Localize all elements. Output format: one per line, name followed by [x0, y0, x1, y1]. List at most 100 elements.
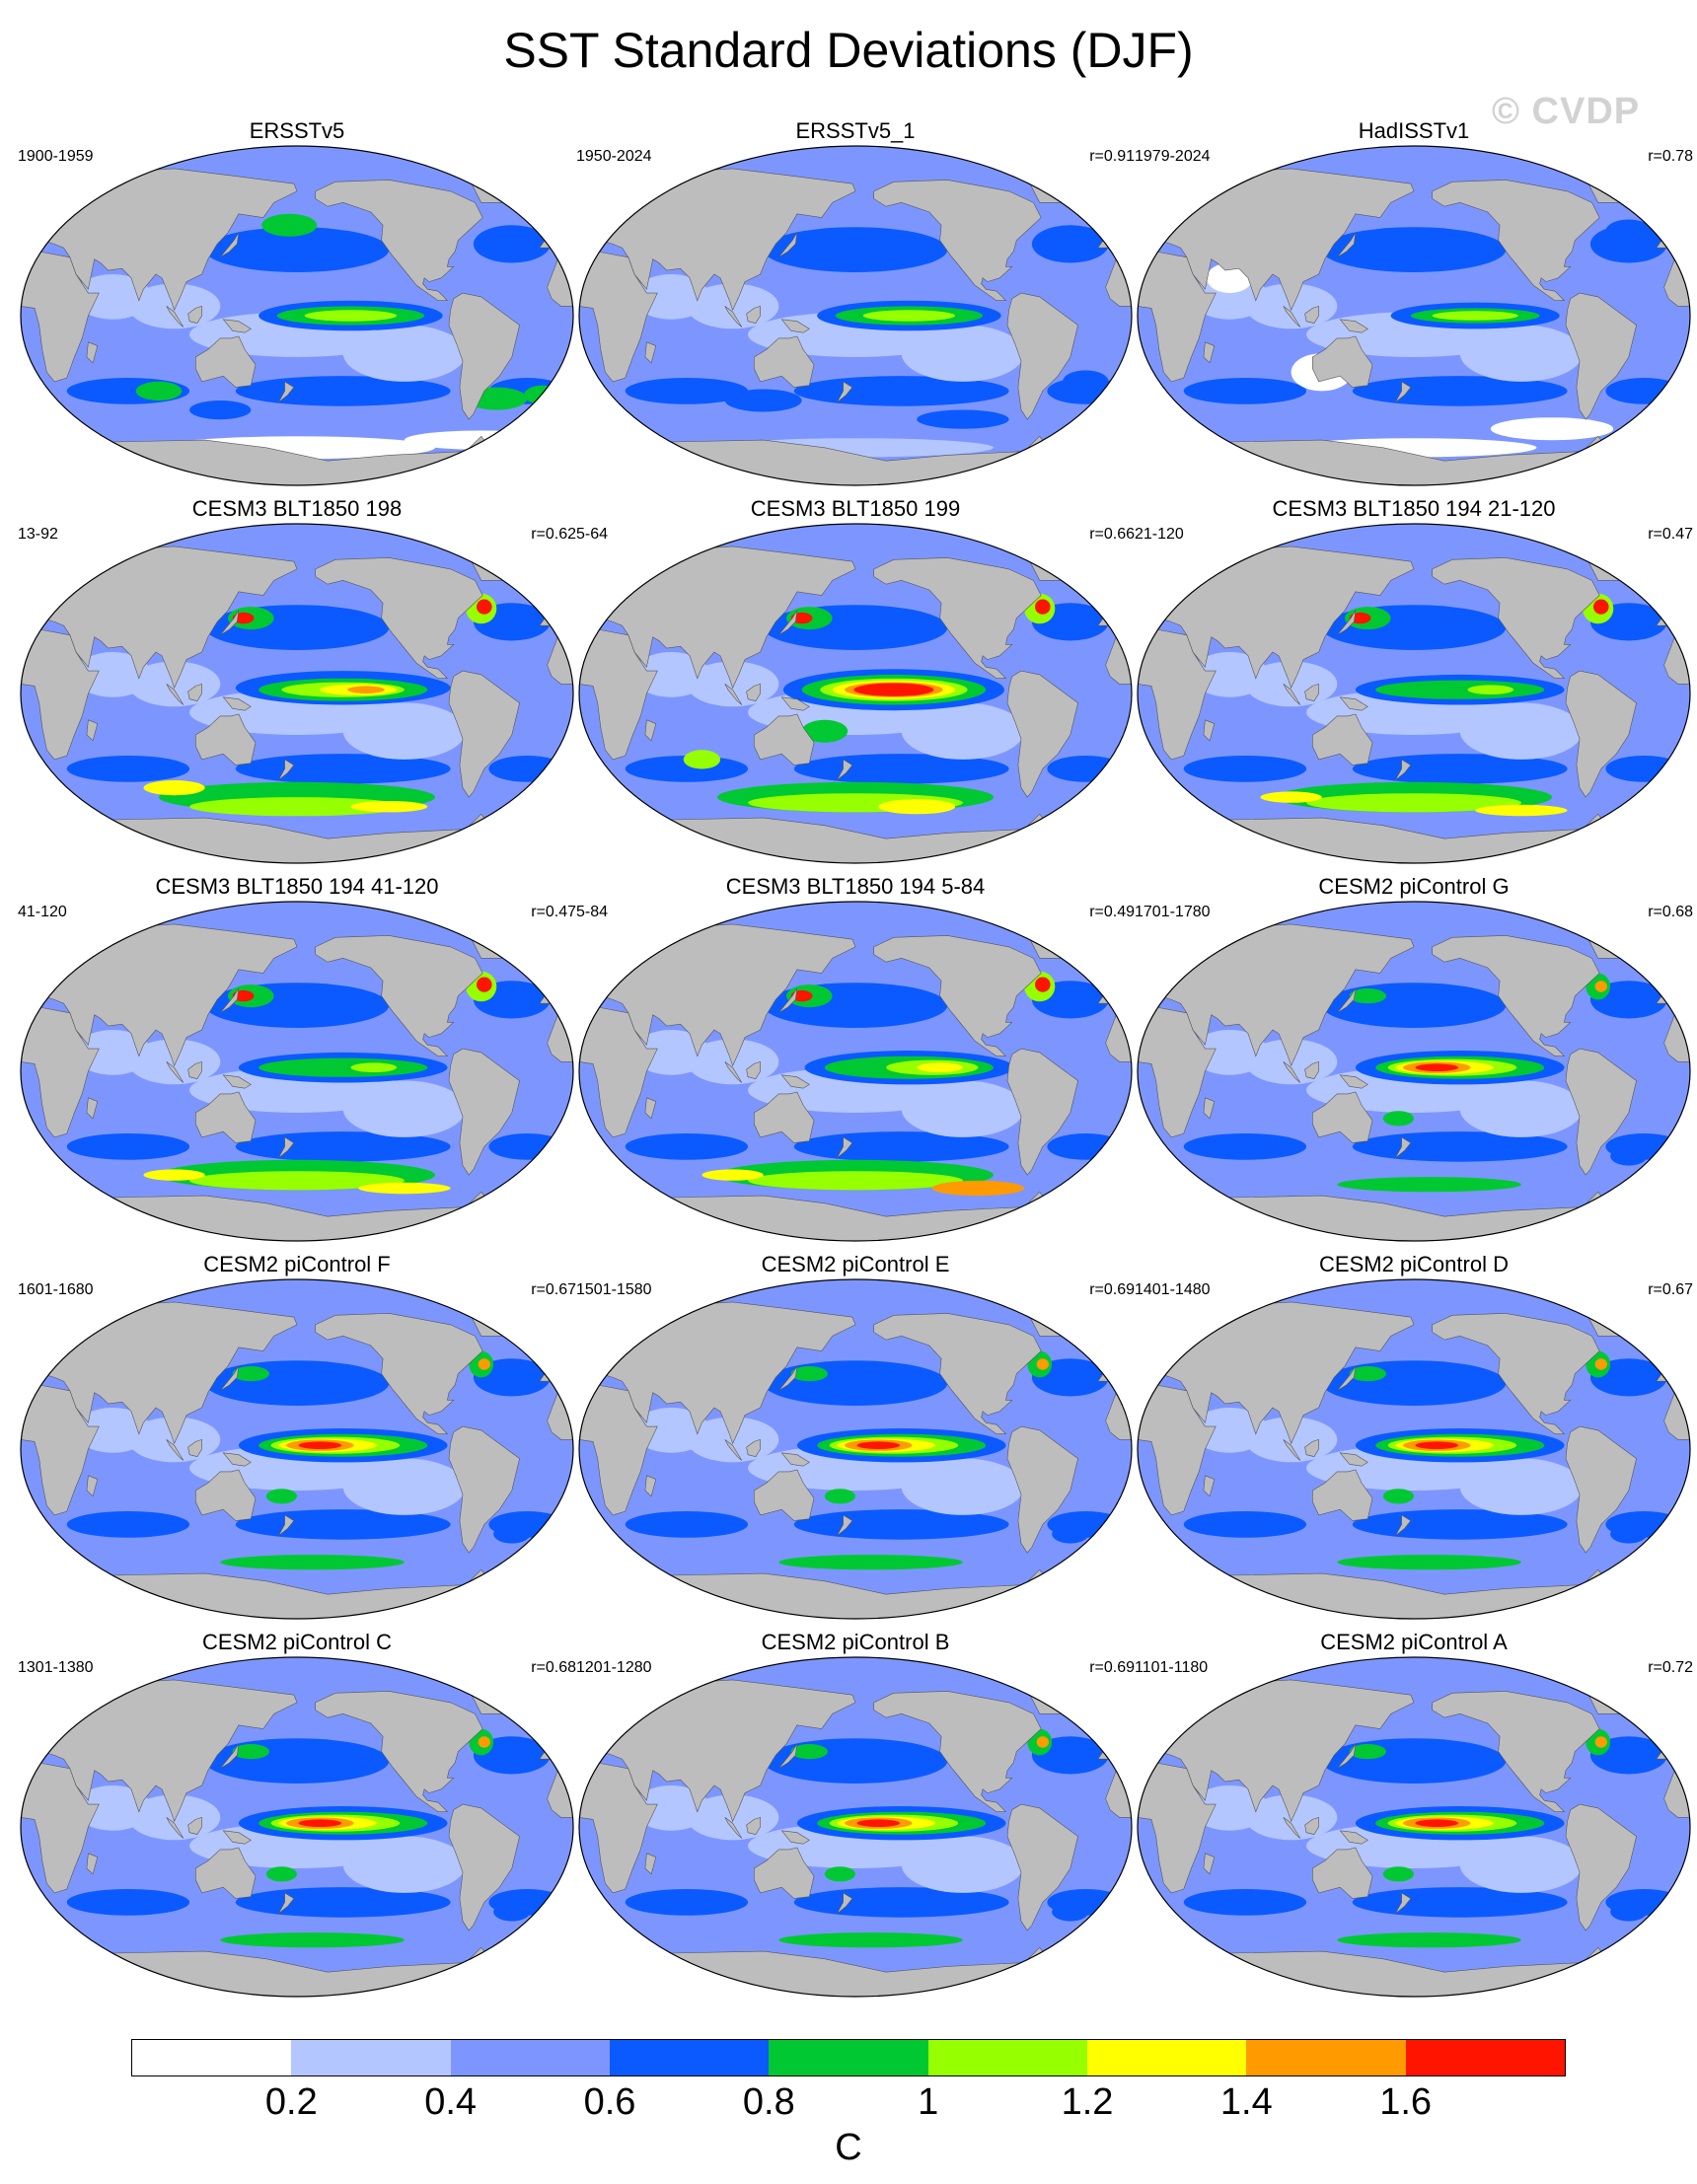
- sst-stddev-map: [578, 901, 1133, 1242]
- land-new-guinea: [1339, 1452, 1368, 1467]
- panel-title: CESM3 BLT1850 194 21-120: [1272, 496, 1556, 521]
- panel-pattern-correlation: r=0.66: [1089, 526, 1135, 543]
- panel-title: CESM3 BLT1850 199: [750, 496, 961, 521]
- land-madagascar: [1203, 1097, 1216, 1120]
- sst-contour-region: [1036, 1358, 1049, 1370]
- map-panel: CESM2 piControl E 1501-1580 r=0.69: [576, 1252, 1135, 1625]
- land-sumatra: [1283, 306, 1301, 328]
- sst-contour-region: [1191, 1408, 1269, 1453]
- land-new-guinea: [222, 1452, 252, 1467]
- sst-contour-region: [1183, 756, 1307, 782]
- land-africa-east: [579, 624, 658, 761]
- sst-contour-region: [342, 702, 467, 760]
- panel-period: 1301-1380: [18, 1659, 94, 1676]
- land-madagascar: [1203, 719, 1216, 742]
- land-japan: [219, 1743, 240, 1770]
- colorbar-swatch: [927, 2040, 1087, 2075]
- sst-contour-region: [1321, 983, 1507, 1028]
- sst-stddev-map: [578, 1278, 1133, 1620]
- map-outline: [20, 1278, 574, 1620]
- sst-contour-region: [66, 1511, 190, 1538]
- colorbar-tick-label: 0.4: [424, 2081, 478, 2123]
- land-madagascar: [86, 341, 99, 364]
- land-south-america: [448, 1048, 520, 1176]
- map-outline: [1137, 1278, 1691, 1620]
- sst-contour-region: [1605, 378, 1683, 404]
- sst-contour-region: [632, 1408, 710, 1453]
- panel-title: CESM3 BLT1850 194 41-120: [155, 874, 439, 899]
- map-field: [1138, 524, 1690, 863]
- panel-pattern-correlation: r=0.69: [1089, 1659, 1135, 1676]
- map-outline: [1137, 523, 1691, 864]
- sst-contour-region: [298, 1441, 342, 1449]
- land-africa-east: [1138, 1380, 1217, 1516]
- map-panel: CESM3 BLT1850 194 21-120 21-120 r=0.47: [1135, 496, 1693, 869]
- land-new-zealand: [1395, 1514, 1412, 1537]
- land-africa-east: [21, 1002, 100, 1138]
- sst-contour-region: [1349, 988, 1386, 1004]
- land-borneo: [1304, 1816, 1319, 1835]
- land-borneo: [746, 1060, 761, 1079]
- sst-contour-region: [790, 1744, 828, 1760]
- sst-contour-region: [204, 1360, 390, 1406]
- land-south-america: [1565, 670, 1637, 798]
- land-sumatra: [1283, 684, 1301, 705]
- land-australia: [1312, 1469, 1373, 1521]
- land-japan: [777, 610, 798, 636]
- sst-contour-region: [1183, 1889, 1307, 1916]
- colorbar-tick-label: 0.8: [742, 2081, 795, 2123]
- sst-contour-region: [1349, 1744, 1386, 1760]
- land-australia: [1312, 335, 1373, 388]
- land-south-america: [1565, 292, 1637, 420]
- sst-contour-region: [1183, 1133, 1307, 1160]
- sst-contour-region: [1063, 370, 1109, 394]
- sst-contour-region: [350, 1062, 398, 1072]
- sst-contour-region: [342, 1458, 467, 1515]
- sst-contour-region: [265, 1866, 297, 1882]
- sst-contour-region: [1260, 791, 1322, 803]
- land-new-zealand: [837, 1514, 853, 1537]
- sst-contour-region: [1605, 219, 1653, 243]
- sst-stddev-map: [578, 145, 1133, 486]
- sst-contour-region: [1415, 1063, 1459, 1071]
- sst-contour-region: [878, 799, 956, 815]
- sst-contour-region: [298, 1819, 342, 1827]
- sst-contour-region: [1191, 1785, 1269, 1831]
- land-australia: [754, 335, 815, 388]
- map-outline: [20, 901, 574, 1242]
- land-new-zealand: [278, 759, 295, 781]
- panel-period: 1701-1780: [1135, 904, 1211, 920]
- sst-contour-region: [1352, 1509, 1568, 1540]
- colorbar-swatch: [769, 2040, 928, 2075]
- land-south-america: [1565, 1803, 1637, 1931]
- land-new-guinea: [780, 319, 810, 333]
- panel-title: HadISSTv1: [1358, 118, 1470, 143]
- land-madagascar: [86, 719, 99, 742]
- land-north-america: [1432, 557, 1600, 679]
- sst-contour-region: [1321, 1738, 1507, 1784]
- panel-title: CESM2 piControl B: [761, 1630, 950, 1654]
- map-outline: [20, 1656, 574, 1998]
- sst-contour-region: [232, 1366, 269, 1382]
- land-south-america: [1565, 1048, 1637, 1176]
- land-japan: [1336, 232, 1357, 258]
- land-japan: [777, 1743, 798, 1770]
- sst-stddev-map: [578, 523, 1133, 864]
- sst-contour-region: [901, 1836, 1025, 1893]
- map-panel: ERSSTv5_1 1950-2024 r=0.91: [576, 118, 1135, 491]
- land-africa-east: [1138, 624, 1217, 761]
- map-outline: [20, 523, 574, 864]
- sst-contour-region: [235, 1509, 451, 1540]
- panel-title: CESM3 BLT1850 198: [191, 496, 403, 521]
- map-panel: CESM2 piControl B 1201-1280 r=0.69: [576, 1630, 1135, 2002]
- map-field: [21, 1279, 573, 1619]
- sst-contour-region: [1337, 1177, 1521, 1193]
- sst-contour-region: [74, 274, 152, 320]
- sst-contour-region: [477, 977, 492, 992]
- sst-contour-region: [74, 1785, 152, 1831]
- panel-title: CESM2 piControl C: [202, 1630, 392, 1654]
- sst-contour-region: [1191, 652, 1269, 697]
- land-madagascar: [1203, 1475, 1216, 1497]
- land-madagascar: [644, 1097, 657, 1120]
- panel-title: CESM3 BLT1850 194 5-84: [725, 874, 986, 899]
